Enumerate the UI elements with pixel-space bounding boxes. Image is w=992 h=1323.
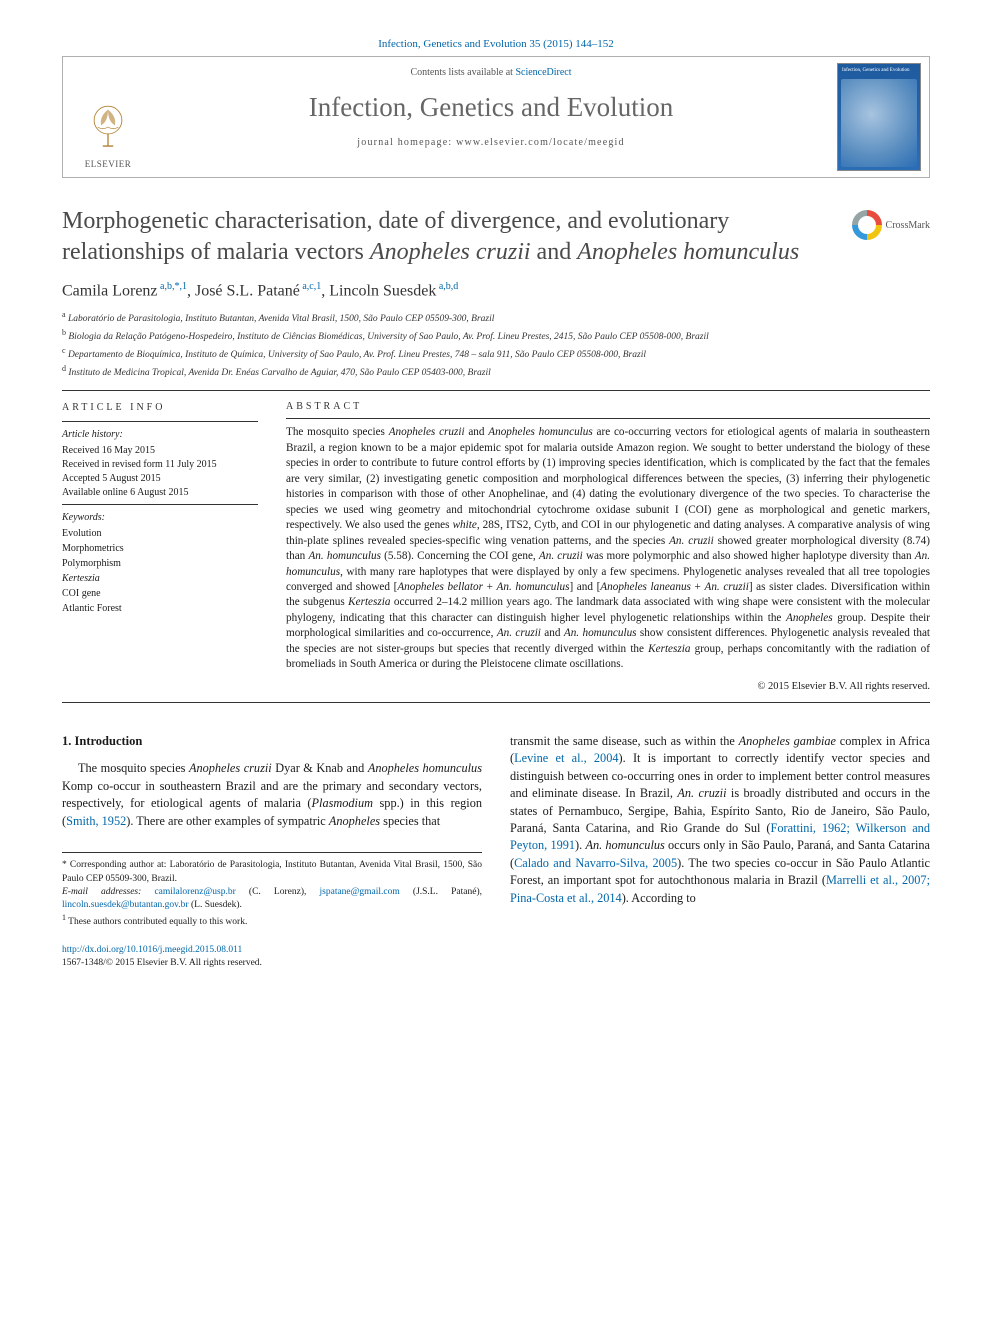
journal-homepage[interactable]: journal homepage: www.elsevier.com/locat…	[161, 137, 821, 148]
keywords-label: Keywords:	[62, 511, 258, 525]
author-list: Camila Lorenz a,b,*,1, José S.L. Patané …	[62, 281, 930, 300]
elsevier-tree-icon	[82, 101, 134, 153]
cover-image-icon	[841, 79, 917, 167]
keyword: Polymorphism	[62, 557, 258, 571]
doi-link[interactable]: http://dx.doi.org/10.1016/j.meegid.2015.…	[62, 945, 242, 955]
issn-copyright: 1567-1348/© 2015 Elsevier B.V. All right…	[62, 958, 262, 968]
body-column-right: transmit the same disease, such as withi…	[510, 733, 930, 971]
affiliation-b: b Biologia da Relação Patógeno-Hospedeir…	[62, 327, 930, 345]
equal-contribution-note: 1 These authors contributed equally to t…	[62, 912, 482, 929]
body-columns: 1. Introduction The mosquito species Ano…	[62, 733, 930, 971]
journal-cover-thumbnail[interactable]: Infection, Genetics and Evolution	[837, 63, 921, 171]
affiliation-d: d Instituto de Medicina Tropical, Avenid…	[62, 363, 930, 381]
cover-title: Infection, Genetics and Evolution	[838, 64, 920, 76]
keyword: Morphometrics	[62, 542, 258, 556]
affiliation-c: c Departamento de Bioquímica, Instituto …	[62, 345, 930, 363]
intro-paragraph-2: transmit the same disease, such as withi…	[510, 733, 930, 908]
history-received: Received 16 May 2015	[62, 444, 258, 458]
history-online: Available online 6 August 2015	[62, 486, 258, 500]
history-accepted: Accepted 5 August 2015	[62, 472, 258, 486]
divider	[62, 421, 258, 422]
email-addresses: E-mail addresses: camilalorenz@usp.br (C…	[62, 886, 482, 913]
affiliation-a: a Laboratório de Parasitologia, Institut…	[62, 309, 930, 327]
article-title: Morphogenetic characterisation, date of …	[62, 206, 838, 267]
crossmark-label: CrossMark	[886, 220, 930, 231]
divider	[286, 418, 930, 419]
keyword: Atlantic Forest	[62, 602, 258, 616]
corresponding-author-note: * Corresponding author at: Laboratório d…	[62, 859, 482, 886]
elsevier-logo[interactable]: ELSEVIER	[82, 101, 134, 169]
copyright-line: © 2015 Elsevier B.V. All rights reserved…	[286, 681, 930, 692]
divider	[62, 702, 930, 703]
divider	[62, 504, 258, 505]
journal-header: ELSEVIER Contents lists available at Sci…	[62, 56, 930, 178]
abstract-text: The mosquito species Anopheles cruzii an…	[286, 425, 930, 672]
article-info-head: ARTICLE INFO	[62, 401, 258, 415]
journal-title: Infection, Genetics and Evolution	[161, 92, 821, 123]
intro-paragraph-1: The mosquito species Anopheles cruzii Dy…	[62, 760, 482, 830]
abstract-column: ABSTRACT The mosquito species Anopheles …	[286, 401, 930, 691]
footnotes: * Corresponding author at: Laboratório d…	[62, 852, 482, 930]
keyword: COI gene	[62, 587, 258, 601]
publisher-name: ELSEVIER	[82, 159, 134, 169]
abstract-head: ABSTRACT	[286, 401, 930, 412]
affiliations: a Laboratório de Parasitologia, Institut…	[62, 309, 930, 381]
crossmark-badge[interactable]: CrossMark	[852, 210, 930, 240]
article-history-label: Article history:	[62, 428, 258, 442]
doi-block: http://dx.doi.org/10.1016/j.meegid.2015.…	[62, 944, 482, 971]
keyword: Kerteszia	[62, 572, 258, 586]
keywords-list: Evolution Morphometrics Polymorphism Ker…	[62, 527, 258, 616]
article-info-column: ARTICLE INFO Article history: Received 1…	[62, 401, 258, 691]
journal-reference: Infection, Genetics and Evolution 35 (20…	[62, 38, 930, 50]
section-heading: 1. Introduction	[62, 733, 482, 751]
sciencedirect-link[interactable]: ScienceDirect	[515, 67, 571, 78]
body-column-left: 1. Introduction The mosquito species Ano…	[62, 733, 482, 971]
history-revised: Received in revised form 11 July 2015	[62, 458, 258, 472]
crossmark-icon	[852, 210, 882, 240]
contents-available: Contents lists available at ScienceDirec…	[161, 67, 821, 78]
divider	[62, 390, 930, 391]
publisher-logo-area: ELSEVIER	[63, 57, 153, 177]
keyword: Evolution	[62, 527, 258, 541]
